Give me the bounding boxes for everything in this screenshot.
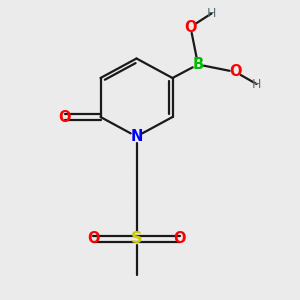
Text: O: O bbox=[229, 64, 242, 80]
Text: O: O bbox=[184, 20, 197, 34]
Text: N: N bbox=[130, 129, 143, 144]
Text: H: H bbox=[207, 7, 216, 20]
Text: O: O bbox=[174, 231, 186, 246]
Text: H: H bbox=[252, 77, 261, 91]
Text: B: B bbox=[192, 57, 204, 72]
Text: S: S bbox=[131, 231, 142, 246]
Text: O: O bbox=[58, 110, 71, 124]
Text: O: O bbox=[87, 231, 99, 246]
